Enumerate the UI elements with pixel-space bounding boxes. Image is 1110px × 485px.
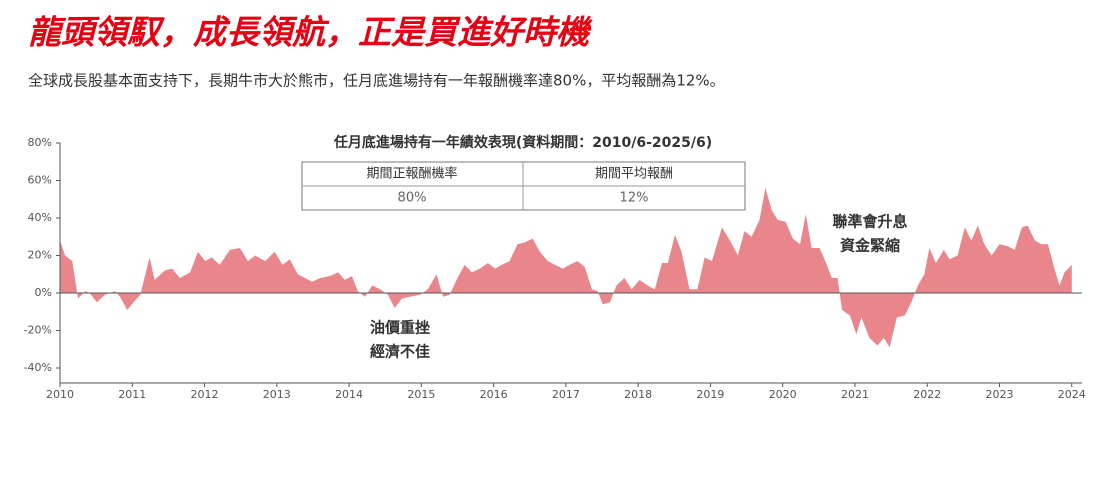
y-tick-label: -40%: [24, 361, 52, 374]
y-tick-label: 0%: [35, 286, 52, 299]
chart-title: 龍頭領馭，成長領航，正是買進好時機: [28, 13, 593, 52]
x-tick-label: 2017: [552, 388, 580, 401]
x-tick-label: 2020: [769, 388, 797, 401]
y-tick-label: 40%: [28, 211, 52, 224]
area: [60, 188, 1072, 348]
y-tick-label: -20%: [24, 324, 52, 337]
y-tick-label: 80%: [28, 136, 52, 149]
plot-area: 80% 60% 40% 20% 0% -20% -40% 2010 2011 2012 2013 20…: [24, 136, 1086, 401]
x-tick-label: 2016: [480, 388, 508, 401]
x-tick-label: 2015: [407, 388, 435, 401]
x-tick-label: 2011: [118, 388, 146, 401]
x-tick-label: 2014: [335, 388, 363, 401]
table-header: 期間正報酬機率: [366, 166, 457, 182]
x-tick-label: 2023: [986, 388, 1014, 401]
annotation: 經濟不佳: [370, 343, 430, 361]
y-tick-label: 60%: [28, 174, 52, 187]
y-tick-label: 20%: [28, 249, 52, 262]
table-title: 任月底進場持有一年績效表現(資料期間：2010/6-2025/6): [333, 134, 712, 151]
x-tick-label: 2021: [841, 388, 869, 401]
x-tick-label: 2024: [1058, 388, 1086, 401]
stats-table: 任月底進場持有一年績效表現(資料期間：2010/6-2025/6) 期間正報酬機…: [301, 134, 746, 211]
x-tick-label: 2019: [696, 388, 724, 401]
x-tick-label: 2013: [263, 388, 291, 401]
chart-subtitle: 全球成長股基本面支持下，長期牛市大於熊市，任月底進場持有一年報酬機率達80%，平…: [28, 72, 725, 90]
annotation: 聯準會升息: [832, 213, 907, 231]
x-tick-label: 2010: [46, 388, 74, 401]
table-header: 期間平均報酬: [595, 167, 673, 182]
annotation: 油價重挫: [370, 319, 430, 337]
x-tick-label: 2012: [191, 388, 219, 401]
annotation: 資金緊縮: [840, 237, 900, 255]
table-cell: 80%: [398, 191, 427, 206]
x-tick-label: 2018: [624, 388, 652, 401]
table-cell: 12%: [620, 191, 649, 206]
x-tick-label: 2022: [913, 388, 941, 401]
